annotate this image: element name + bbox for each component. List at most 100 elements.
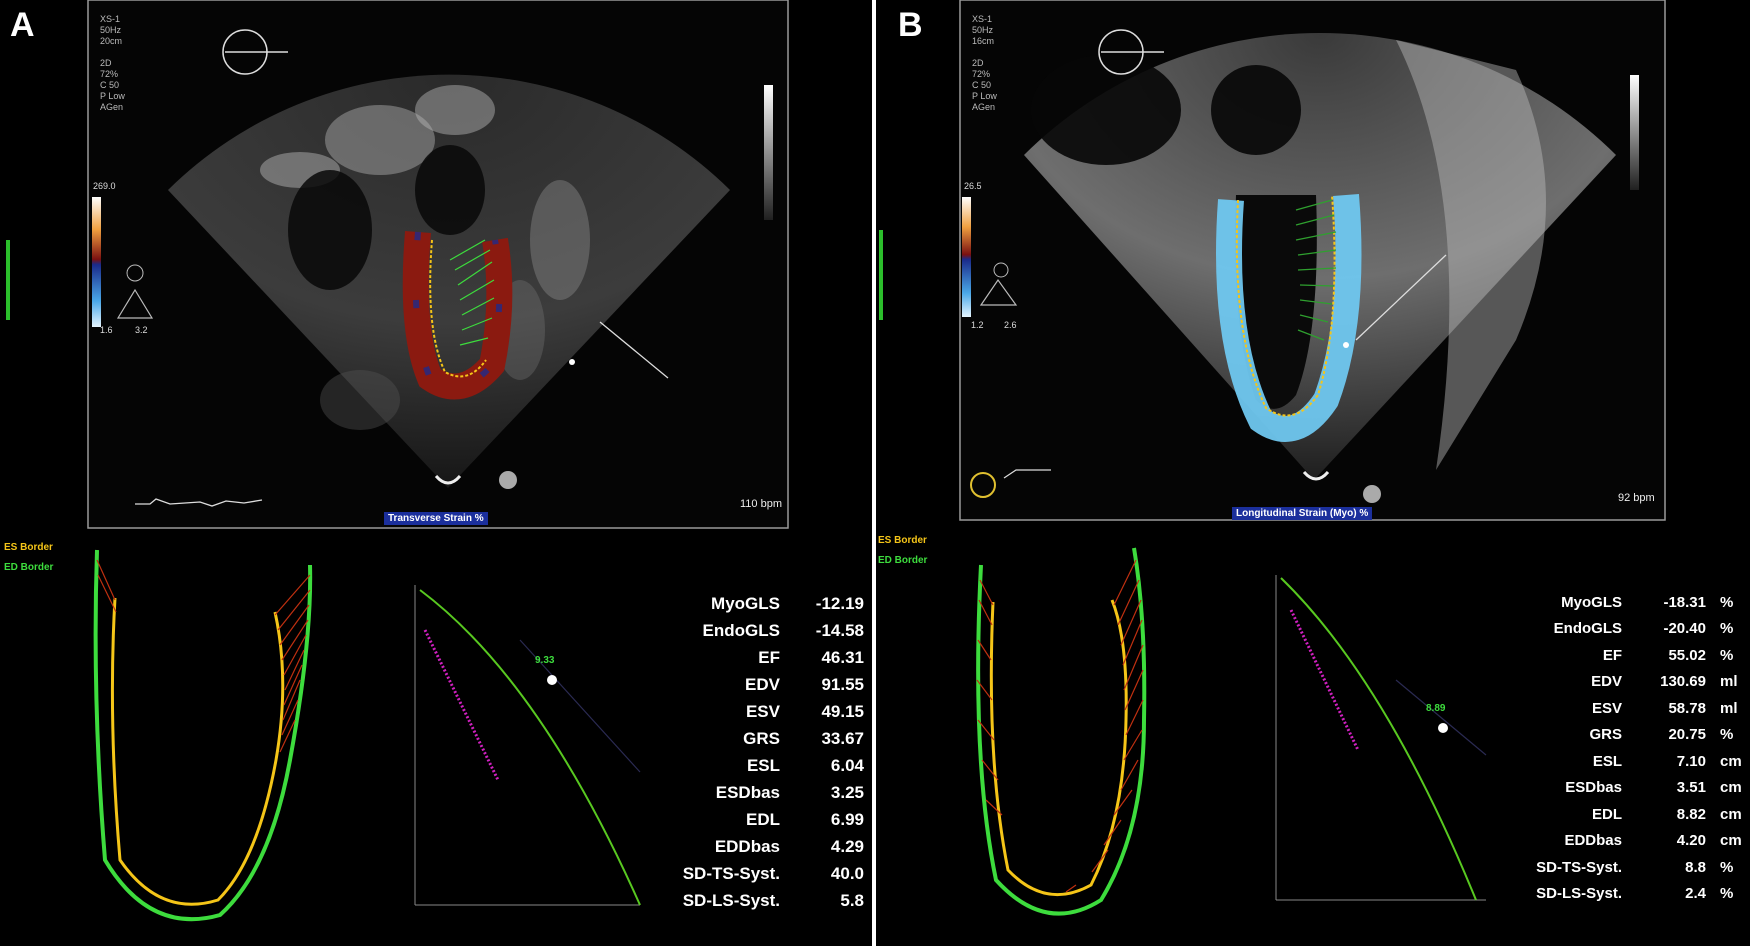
panel-label: A <box>10 6 35 44</box>
measurement-row: EF 55.02% <box>1467 642 1750 669</box>
measurement-value: 49.15 <box>821 701 864 721</box>
measurement-value: 33.67 <box>821 728 864 748</box>
measurement-name: MyoGLS <box>1561 593 1622 611</box>
measurement-value: 4.29 <box>830 836 864 856</box>
measurement-name: EDV <box>1591 673 1622 691</box>
measurement-name: ESV <box>1591 699 1622 717</box>
legend-es-border: ES Border <box>4 542 53 553</box>
color-scale-bar-b <box>962 197 971 317</box>
strain-mode-label: Transverse Strain % <box>384 512 488 525</box>
measurement-value: -18.31 <box>1663 593 1706 611</box>
measurement-value: 4.20 <box>1676 832 1706 850</box>
curve-point-value: 8.89 <box>1426 703 1446 714</box>
measurement-unit: ml <box>1720 673 1738 691</box>
measurement-row: SD-LS-Syst. 2.4% <box>1467 881 1750 908</box>
measurement-name: ESL <box>1592 752 1622 770</box>
panel-a-graphics <box>6 0 789 922</box>
measurement-name: EF <box>758 647 780 667</box>
scan-sector-a <box>168 74 730 488</box>
measurement-unit: cm <box>1720 752 1742 770</box>
measurement-name: SD-LS-Syst. <box>1536 885 1622 903</box>
measurement-name: EndoGLS <box>702 620 780 640</box>
motion-vectors-b <box>1295 199 1337 341</box>
color-scale-min-left: 1.2 <box>971 320 984 330</box>
measurement-name: EF <box>1602 646 1622 664</box>
measurement-name: ESV <box>745 701 780 721</box>
measurement-unit: % <box>1720 726 1734 744</box>
measurement-name: EDL <box>1592 805 1622 823</box>
measurement-name: EDL <box>746 809 780 829</box>
lv-contour-a <box>93 549 313 922</box>
legend-ed-border: ED Border <box>4 562 54 573</box>
panel-divider <box>872 0 876 946</box>
measurement-value: 6.04 <box>830 755 864 775</box>
measurement-name: EDDbas <box>1564 832 1622 850</box>
legend-es-border: ES Border <box>878 535 927 546</box>
measurement-value: 5.8 <box>840 890 864 910</box>
heart-rate: 110 bpm <box>740 498 782 510</box>
measurement-row: ESDbas 3.51 cm <box>1467 775 1750 802</box>
measurement-row: MyoGLS -18.31% <box>1467 589 1750 616</box>
measurement-value: 40.0 <box>830 863 864 883</box>
measurement-value: 130.69 <box>1660 673 1706 691</box>
color-scale-min-right: 3.2 <box>135 325 148 335</box>
measurement-name: ESL <box>746 755 780 775</box>
measurement-value: 20.75 <box>1668 726 1706 744</box>
strain-curve-b <box>1275 575 1487 901</box>
measurement-unit: % <box>1720 620 1734 638</box>
strain-mode-label: Longitudinal Strain (Myo) % <box>1232 507 1373 520</box>
legend-ed-border: ED Border <box>878 555 928 566</box>
color-scale-max: 26.5 <box>964 181 982 191</box>
measurement-value: -20.40 <box>1663 620 1706 638</box>
measurement-name: GRS <box>1589 726 1622 744</box>
lv-contour-b <box>976 547 1147 916</box>
panel-b: B XS-1 50Hz 16cm 2D 72% C 50 P Low AGen 26.5 1.… <box>876 0 1750 946</box>
measurement-name: GRS <box>743 728 780 748</box>
measurement-value: 3.25 <box>830 782 864 802</box>
measurement-row: ESL 7.10 cm <box>1467 748 1750 775</box>
measurement-value: 46.31 <box>821 647 864 667</box>
curve-point-value: 9.33 <box>535 655 555 666</box>
measurement-name: EDDbas <box>714 836 780 856</box>
measurement-row: EndoGLS -20.40% <box>1467 616 1750 643</box>
measurements-table-b: MyoGLS -18.31% EndoGLS -20.40% EF 55.02% EDV 13… <box>1467 589 1750 907</box>
color-scale-min-left: 1.6 <box>100 325 113 335</box>
measurement-value: 8.8 <box>1685 858 1706 876</box>
ecg-trace-a <box>135 498 263 507</box>
measurement-value: 6.99 <box>830 809 864 829</box>
panel-label: B <box>898 6 923 44</box>
myocardium-overlay-b <box>1216 193 1362 442</box>
measurement-row: ESV 58.78 ml <box>1467 695 1750 722</box>
measurement-value: 2.4 <box>1685 885 1706 903</box>
measurement-name: MyoGLS <box>711 593 780 613</box>
measurement-row: GRS 20.75% <box>1467 722 1750 749</box>
motion-vectors-a <box>449 239 495 346</box>
measurement-value: 7.10 <box>1676 752 1706 770</box>
measurement-value: 3.51 <box>1676 779 1706 797</box>
measurement-row: EDL 8.82 cm <box>1467 801 1750 828</box>
color-scale-min-right: 2.6 <box>1004 320 1017 330</box>
measurement-unit: cm <box>1720 832 1742 850</box>
measurement-value: -12.19 <box>815 593 864 613</box>
measurement-unit: cm <box>1720 779 1742 797</box>
measurement-name: EndoGLS <box>1553 620 1622 638</box>
measurement-value: 55.02 <box>1668 646 1706 664</box>
measurement-unit: % <box>1720 885 1734 903</box>
measurement-name: EDV <box>745 674 780 694</box>
measurement-name: SD-TS-Syst. <box>1536 858 1622 876</box>
measurement-name: ESDbas <box>715 782 780 802</box>
measurement-value: -14.58 <box>815 620 864 640</box>
panel-a: A XS-1 50Hz 20cm 2D 72% C 50 P Low AGen 269.0 1… <box>0 0 903 946</box>
measurement-value: 91.55 <box>821 674 864 694</box>
measurement-row: SD-TS-Syst. 8.8% <box>1467 854 1750 881</box>
measurement-unit: cm <box>1720 805 1742 823</box>
measurement-name: ESDbas <box>1565 779 1622 797</box>
measurement-value: 8.82 <box>1676 805 1706 823</box>
measurement-unit: % <box>1720 593 1734 611</box>
color-scale-bar-a <box>92 197 101 327</box>
heart-rate: 92 bpm <box>1618 492 1655 504</box>
scan-sector-b <box>1024 32 1616 481</box>
measurement-row: EDV 130.69 ml <box>1467 669 1750 696</box>
strain-curve-a <box>414 585 641 906</box>
measurement-row: EDDbas 4.20 cm <box>1467 828 1750 855</box>
